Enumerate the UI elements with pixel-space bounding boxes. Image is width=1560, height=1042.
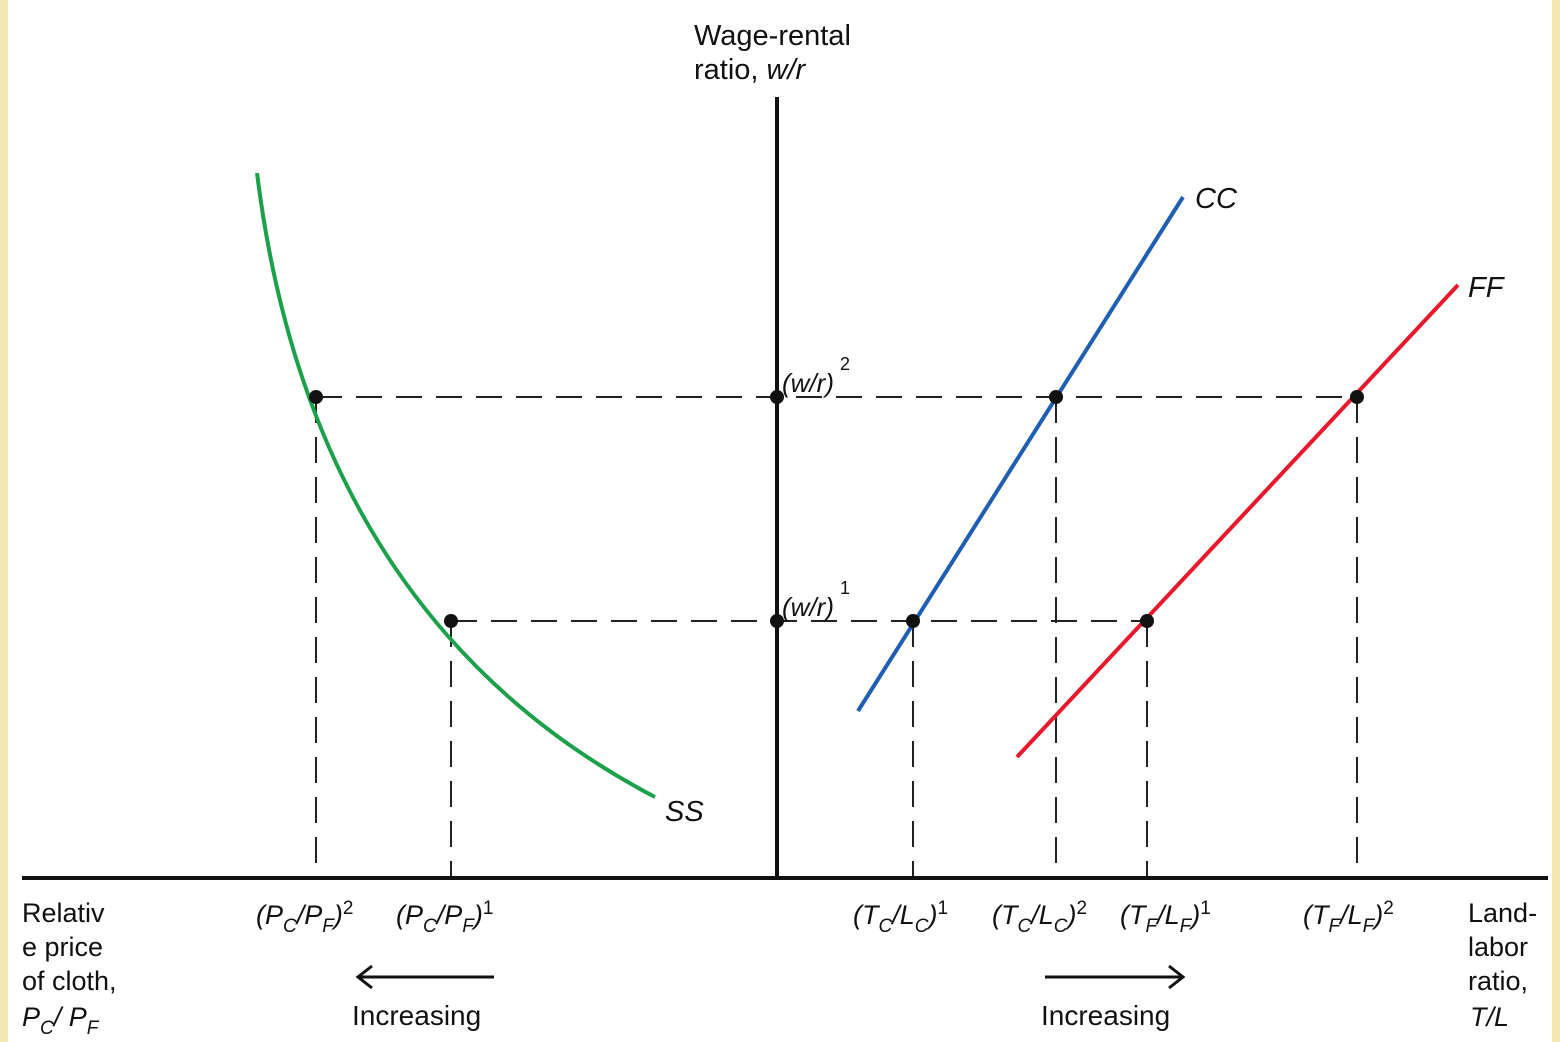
point-ff-wr1 xyxy=(1140,614,1154,628)
left-arrow xyxy=(355,964,494,990)
tick-pc-pf-1: (PC/PF)1 xyxy=(396,898,493,937)
tick-tf-lf-1: (TF/LF)1 xyxy=(1120,898,1211,937)
y-axis-label-line1: Wage-rental xyxy=(694,20,851,52)
right-label-line3: ratio, xyxy=(1468,966,1528,996)
diagram-panel xyxy=(8,0,1552,1042)
ff-line-label: FF xyxy=(1468,272,1506,304)
ss-curve-label: SS xyxy=(665,796,704,828)
right-label-line4: T/L xyxy=(1470,1002,1509,1032)
point-ff-wr2 xyxy=(1350,390,1364,404)
tick-tf-lf-2: (TF/LF)2 xyxy=(1303,898,1394,937)
point-axis-wr1 xyxy=(770,614,784,628)
wr1-label: (w/r)1 xyxy=(782,578,850,622)
point-cc-wr2 xyxy=(1049,390,1063,404)
left-label-line2: e price xyxy=(22,932,103,962)
right-label-line1: Land- xyxy=(1468,898,1537,928)
wr2-label: (w/r)2 xyxy=(782,354,850,398)
point-ss-wr1 xyxy=(444,614,458,628)
y-axis-label-line2: ratio, w/r xyxy=(694,54,807,86)
tick-tc-lc-2: (TC/LC)2 xyxy=(992,898,1087,937)
tick-pc-pf-2: (PC/PF)2 xyxy=(256,898,353,937)
cc-line-label: CC xyxy=(1195,183,1238,215)
left-label-line1: Relativ xyxy=(22,898,105,928)
ff-line xyxy=(1015,283,1460,759)
ss-curve xyxy=(255,172,656,799)
tick-tc-lc-1: (TC/LC)1 xyxy=(853,898,948,937)
point-cc-wr1 xyxy=(906,614,920,628)
right-arrow xyxy=(1045,964,1186,990)
right-arrow-label: Increasing xyxy=(1041,1000,1170,1031)
left-arrow-label: Increasing xyxy=(352,1000,481,1031)
dashed-guides xyxy=(315,396,1358,878)
left-label-line4: PC/ PF xyxy=(22,1002,100,1039)
point-ss-wr2 xyxy=(309,390,323,404)
intersection-points xyxy=(309,390,1364,628)
point-axis-wr2 xyxy=(770,390,784,404)
left-label-line3: of cloth, xyxy=(22,966,117,996)
right-label-line2: labor xyxy=(1468,932,1528,962)
